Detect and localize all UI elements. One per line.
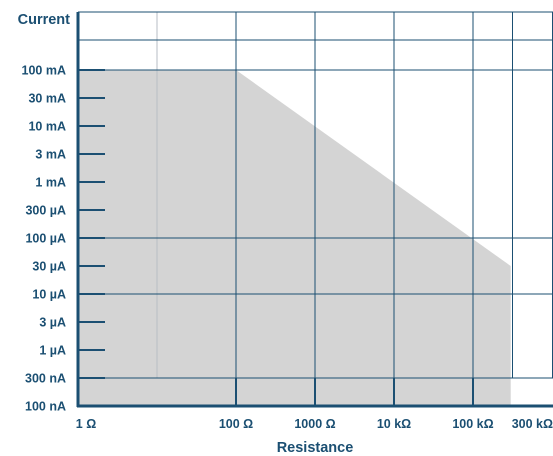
y-tick-label: 30 mA <box>28 92 66 106</box>
y-tick-label: 3 µA <box>39 316 66 330</box>
axis-layer <box>76 12 553 408</box>
y-tick-label: 10 µA <box>32 288 66 302</box>
x-tick-label: 1000 Ω <box>294 417 335 431</box>
x-tick-label: 1 Ω <box>76 417 96 431</box>
y-tick-label: 300 nA <box>25 372 66 386</box>
x-tick-label: 100 Ω <box>219 417 253 431</box>
y-axis-title: Current <box>18 12 71 28</box>
y-tick-label: 300 µA <box>25 204 66 218</box>
y-tick-label: 10 mA <box>28 120 66 134</box>
x-axis-title: Resistance <box>277 440 354 456</box>
y-tick-label: 1 µA <box>39 344 66 358</box>
y-tick-label: 1 mA <box>35 176 66 190</box>
tick-label-layer: 100 nA 300 nA 1 µA 3 µA 10 µA 30 µA 100 µA 300 … <box>22 64 553 432</box>
y-tick-label: 100 nA <box>25 400 66 414</box>
y-tick-label: 3 mA <box>35 148 66 162</box>
y-tick-label: 100 µA <box>25 232 66 246</box>
x-tick-label: 10 kΩ <box>377 417 411 431</box>
x-tick-label: 100 kΩ <box>452 417 493 431</box>
x-tick-label: 300 kΩ <box>512 417 553 431</box>
y-tick-label: 100 mA <box>22 64 66 78</box>
y-tick-label: 30 µA <box>32 260 66 274</box>
